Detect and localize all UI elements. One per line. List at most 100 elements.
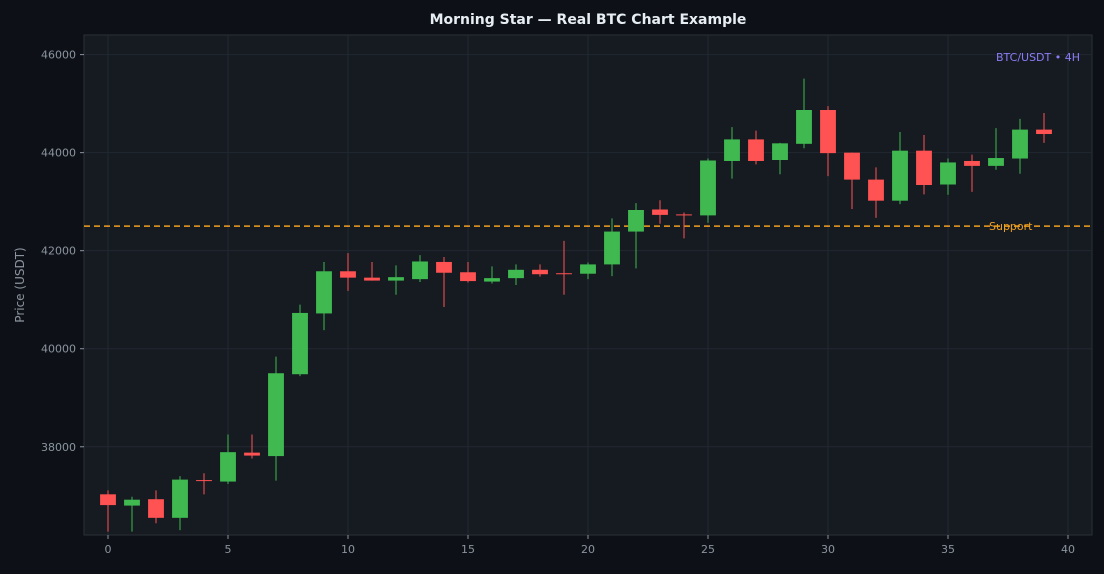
candle — [652, 200, 668, 224]
x-tick-label: 25 — [701, 543, 715, 556]
candle-body — [268, 373, 284, 457]
candle-body — [484, 278, 500, 282]
candle — [604, 218, 620, 277]
candle — [532, 264, 548, 277]
pair-timeframe-annotation: BTC/USDT • 4H — [996, 51, 1080, 64]
candle-body — [460, 272, 476, 282]
candle-body — [148, 499, 164, 518]
candle — [988, 128, 1004, 170]
candle-body — [220, 452, 236, 482]
candle-body — [652, 209, 668, 215]
candle-body — [700, 160, 716, 216]
candle — [892, 132, 908, 205]
candle — [580, 262, 596, 280]
candle — [796, 78, 812, 149]
y-axis-label: Price (USDT) — [13, 247, 27, 322]
candle-body — [988, 158, 1004, 166]
candle — [820, 106, 836, 177]
candle-body — [1036, 129, 1052, 135]
candle-body — [796, 110, 812, 144]
candle — [940, 158, 956, 195]
candle — [1012, 118, 1028, 174]
candle-body — [772, 143, 788, 160]
candle — [628, 203, 644, 269]
candle — [844, 152, 860, 210]
candle — [412, 255, 428, 283]
candle — [316, 261, 332, 331]
x-tick-label: 5 — [225, 543, 232, 556]
candles — [100, 78, 1052, 532]
candle-body — [100, 494, 116, 506]
candle-body — [820, 110, 836, 154]
y-tick-label: 38000 — [41, 441, 76, 454]
candle-body — [868, 179, 884, 201]
candle-body — [340, 271, 356, 278]
support-label: Support — [989, 220, 1033, 233]
candle — [508, 264, 524, 285]
candle-body — [364, 277, 380, 281]
candle-body — [412, 261, 428, 280]
candle-body — [676, 214, 692, 216]
candle-body — [388, 277, 404, 281]
candle-body — [748, 139, 764, 161]
candle — [148, 490, 164, 524]
candle — [196, 473, 212, 495]
candle — [484, 266, 500, 284]
candle — [1036, 112, 1052, 143]
candle-body — [196, 480, 212, 482]
candle — [964, 154, 980, 192]
candle — [388, 265, 404, 295]
candle — [700, 158, 716, 223]
candle-body — [844, 152, 860, 180]
candle — [244, 434, 260, 459]
x-tick-label: 35 — [941, 543, 955, 556]
candle-body — [508, 269, 524, 279]
x-tick-label: 20 — [581, 543, 595, 556]
candle-body — [628, 210, 644, 232]
candle-body — [124, 499, 140, 506]
y-tick-label: 40000 — [41, 343, 76, 356]
candle — [868, 167, 884, 218]
candle — [100, 490, 116, 532]
candle — [772, 142, 788, 175]
candle-body — [964, 160, 980, 166]
candle — [220, 434, 236, 485]
y-tick-label: 44000 — [41, 147, 76, 160]
candle-body — [604, 231, 620, 265]
candle — [460, 261, 476, 283]
candle-body — [940, 162, 956, 185]
candle — [364, 261, 380, 281]
x-tick-label: 15 — [461, 543, 475, 556]
candle-body — [172, 479, 188, 518]
candle-body — [1012, 129, 1028, 159]
y-tick-label: 46000 — [41, 49, 76, 62]
candle — [748, 130, 764, 165]
candle-body — [532, 269, 548, 275]
x-axis-ticks: 0 5 10 15 20 25 30 35 40 — [105, 535, 1075, 556]
candle-body — [724, 139, 740, 161]
candle-body — [916, 150, 932, 185]
y-axis-ticks: 38000 40000 42000 44000 46000 — [41, 49, 84, 454]
candle — [292, 304, 308, 377]
candle-body — [244, 452, 260, 456]
x-tick-label: 40 — [1061, 543, 1075, 556]
candle-body — [316, 271, 332, 314]
x-tick-label: 30 — [821, 543, 835, 556]
candle-body — [292, 312, 308, 375]
chart-title: Morning Star — Real BTC Chart Example — [430, 12, 747, 28]
candle — [124, 496, 140, 532]
x-tick-label: 0 — [105, 543, 112, 556]
candle — [676, 212, 692, 239]
candle — [724, 127, 740, 179]
candle — [268, 356, 284, 481]
candle — [436, 257, 452, 308]
candle-body — [436, 261, 452, 273]
candle-body — [892, 150, 908, 201]
candle — [916, 135, 932, 195]
candle-body — [556, 273, 572, 275]
candle — [556, 240, 572, 295]
candle-body — [580, 264, 596, 274]
y-tick-label: 42000 — [41, 245, 76, 258]
x-tick-label: 10 — [341, 543, 355, 556]
